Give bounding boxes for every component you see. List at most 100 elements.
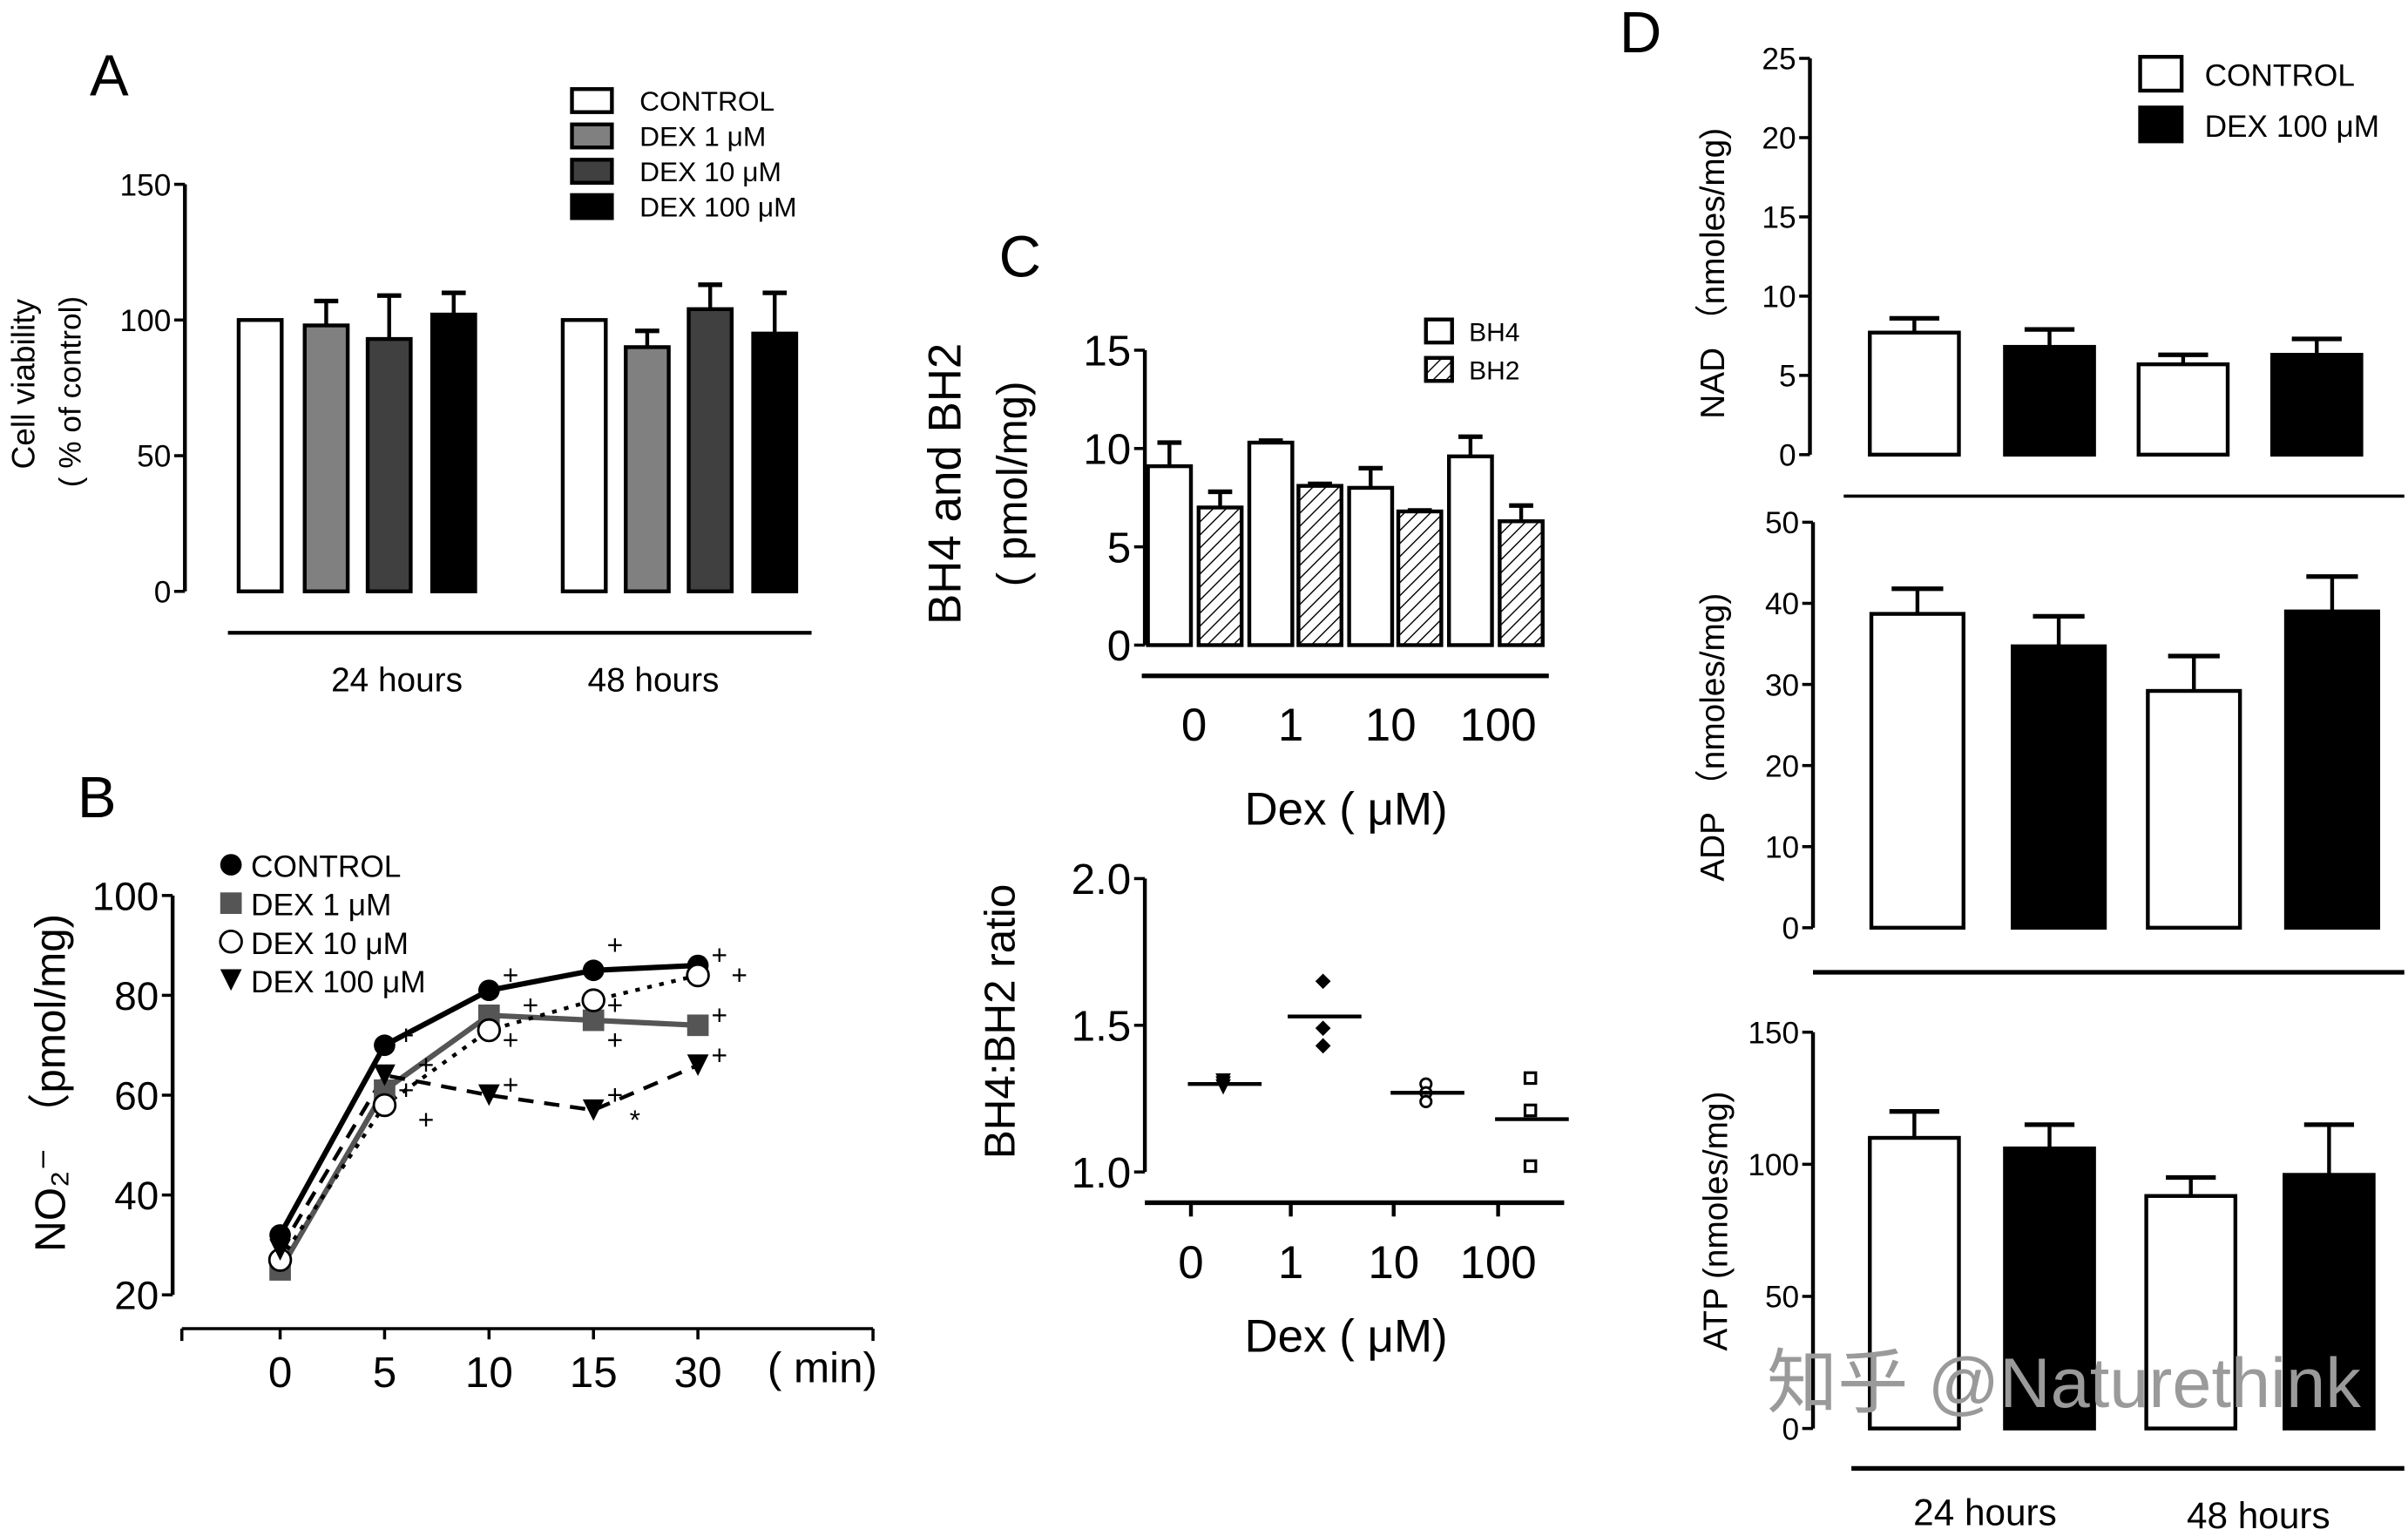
significance-mark: +: [418, 1104, 435, 1135]
legend-label: CONTROL: [639, 85, 774, 117]
y-axis-label: ( % of control): [53, 296, 87, 487]
bar: [1868, 330, 1961, 457]
bar: [1247, 440, 1295, 647]
x-category-label: 24 hours: [331, 661, 463, 699]
y-tick-label: 50: [1765, 506, 1799, 540]
bar: [2003, 344, 2096, 457]
legend-label: DEX 10 μM: [251, 927, 409, 961]
y-tick-label: 10: [1765, 830, 1799, 864]
legend-marker: [220, 892, 242, 914]
x-axis-label: Dex ( μM): [1245, 1310, 1448, 1362]
y-tick-label: 25: [1762, 43, 1796, 77]
y-tick-label: 100: [1748, 1148, 1799, 1182]
legend-swatch: [570, 122, 614, 150]
y-tick-label: 0: [1782, 1412, 1800, 1446]
y-axis-label: BH4:BH2 ratio: [976, 884, 1024, 1160]
bar: [1196, 505, 1244, 647]
y-tick-label: 60: [114, 1074, 159, 1119]
legend-marker: [220, 969, 242, 991]
data-point: [477, 979, 500, 1002]
data-point: [687, 1014, 709, 1037]
x-axis-label: ( min): [768, 1344, 877, 1392]
y-tick-label: 100: [92, 874, 159, 918]
x-category-label: 24 hours: [1913, 1492, 2057, 1533]
y-axis-label: NO₂⁻ （pmol/mg): [27, 914, 75, 1252]
x-tick-label: 0: [1181, 700, 1207, 751]
bar: [2011, 644, 2107, 930]
bar: [624, 345, 671, 593]
legend-marker: [220, 854, 242, 876]
y-tick-label: 100: [120, 304, 172, 338]
legend-label: DEX 100 μM: [251, 965, 426, 999]
data-point: [687, 1054, 709, 1076]
x-tick-label: 10: [1368, 1237, 1419, 1289]
series-line: [278, 1063, 699, 1251]
legend-label: BH2: [1469, 356, 1519, 385]
bar: [1868, 1135, 1961, 1431]
bar: [365, 336, 413, 593]
bar: [1446, 454, 1494, 647]
y-tick-label: 15: [1762, 201, 1796, 235]
legend-swatch: [2138, 55, 2184, 93]
significance-mark: +: [503, 959, 519, 991]
x-tick-label: 0: [1178, 1237, 1203, 1289]
panel-label-d: D: [1620, 0, 1661, 65]
legend-label: CONTROL: [251, 850, 401, 884]
data-point: [374, 1034, 396, 1057]
y-axis-label: ATP (nmoles/mg): [1697, 1092, 1735, 1351]
data-point: [581, 988, 605, 1012]
y-axis-label: ADP （nmoles/mg): [1694, 593, 1732, 882]
data-point: [269, 1239, 291, 1261]
data-point: [686, 963, 710, 988]
significance-mark: +: [607, 930, 624, 961]
series-line: [277, 1012, 699, 1272]
x-tick-label: 30: [674, 1349, 722, 1397]
significance-mark: +: [607, 989, 624, 1020]
y-tick-label: 15: [1083, 328, 1131, 376]
data-point: [582, 1099, 605, 1121]
legend-label: CONTROL: [2205, 59, 2355, 93]
significance-mark: +: [503, 1025, 519, 1056]
bar: [1396, 509, 1444, 647]
x-tick-label: 1: [1278, 1237, 1303, 1289]
y-tick-label: 0: [154, 575, 172, 609]
bar: [1146, 464, 1194, 647]
y-tick-label: 40: [1765, 587, 1799, 621]
x-tick-label: 100: [1459, 1237, 1536, 1289]
series-line: [278, 973, 699, 1262]
x-tick-label: 15: [570, 1349, 618, 1397]
significance-mark: +: [712, 1039, 728, 1071]
y-axis-label: Cell viability: [4, 299, 41, 470]
bar: [2269, 353, 2364, 457]
y-tick-label: 150: [120, 168, 172, 202]
y-tick-label: 0: [1779, 439, 1796, 473]
x-tick-label: 5: [373, 1349, 396, 1397]
bar: [560, 318, 608, 593]
y-tick-label: 30: [1765, 668, 1799, 702]
data-point: [1419, 1094, 1433, 1108]
y-tick-label: 10: [1762, 281, 1796, 315]
data-point: [1523, 1071, 1538, 1086]
significance-mark: +: [523, 989, 539, 1020]
y-tick-label: 2.0: [1072, 856, 1132, 903]
bar: [1498, 519, 1545, 647]
significance-mark: +: [607, 1025, 624, 1056]
legend-swatch: [1424, 355, 1454, 383]
bar: [2283, 1173, 2376, 1431]
legend-label: DEX 100 μM: [2205, 110, 2380, 144]
data-point: [477, 1084, 500, 1106]
bar: [2146, 688, 2242, 930]
y-tick-label: 150: [1748, 1016, 1799, 1050]
y-tick-label: 0: [1782, 912, 1800, 946]
y-tick-label: 5: [1107, 524, 1131, 572]
legend-swatch: [570, 158, 614, 186]
data-point: [1315, 1020, 1331, 1036]
data-point: [1315, 973, 1331, 990]
bar: [751, 331, 799, 593]
legend-label: DEX 1 μM: [251, 889, 391, 923]
panel-label-a: A: [90, 43, 129, 108]
panel-label-c: C: [999, 224, 1041, 289]
bar: [1296, 484, 1343, 647]
data-point: [374, 1064, 396, 1086]
